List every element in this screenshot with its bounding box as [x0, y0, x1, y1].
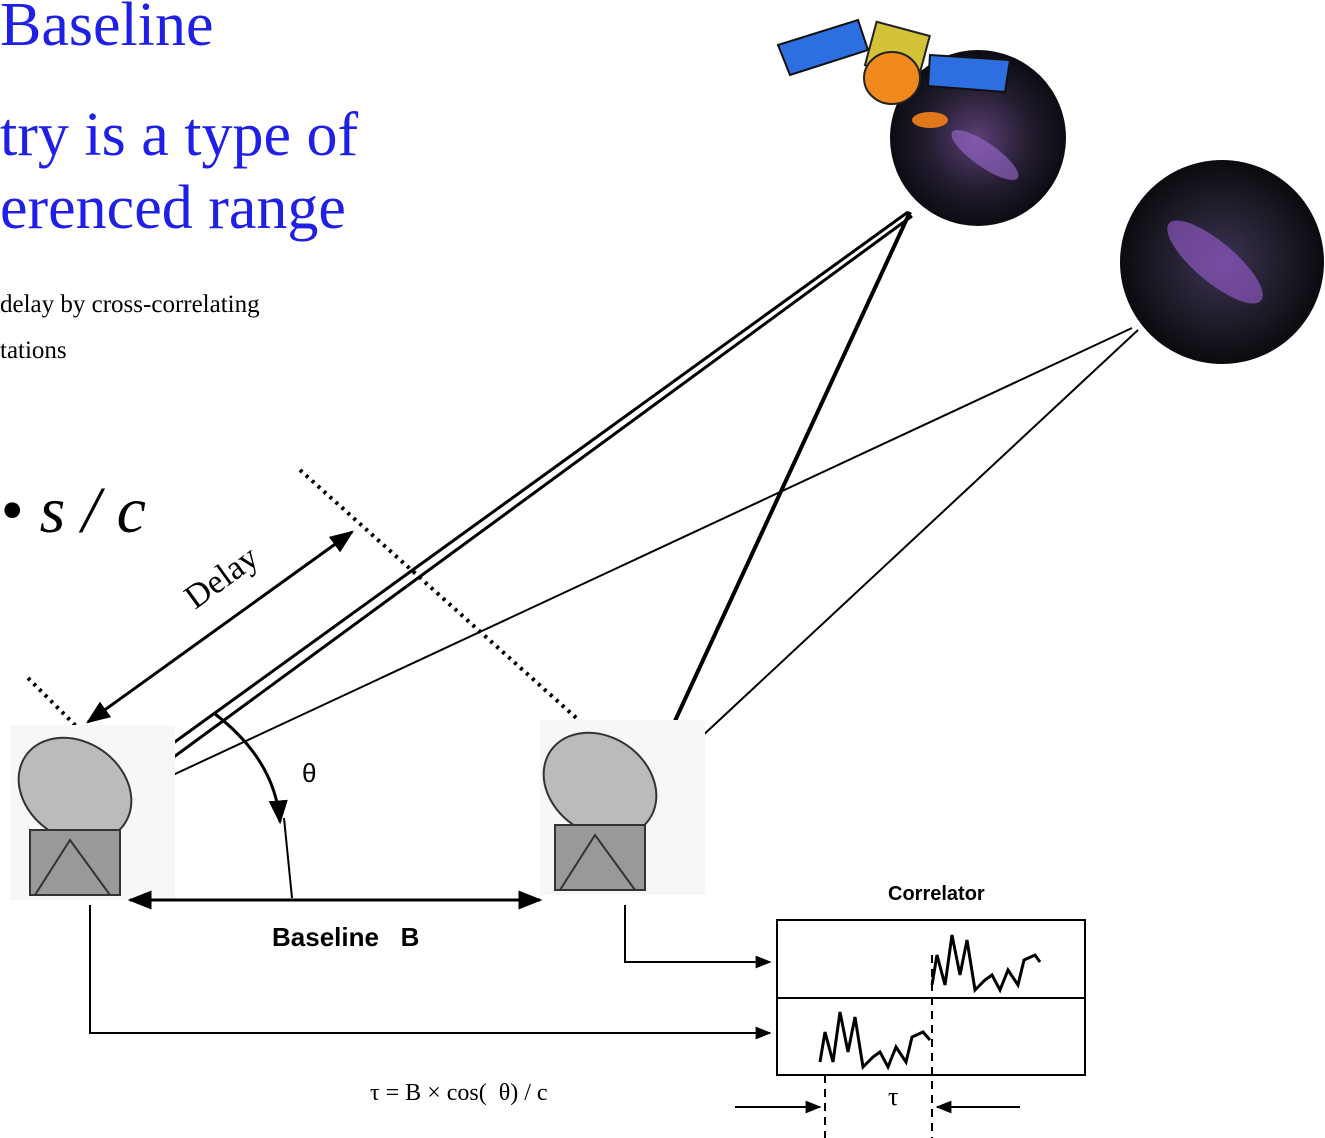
ray-lines — [118, 212, 1138, 795]
antenna — [523, 711, 705, 895]
title-line: erenced range — [0, 174, 346, 242]
angle-label: θ — [302, 758, 316, 788]
baseline-label: Baseline B — [272, 922, 419, 952]
title: Baseline try is a type of erenced range — [0, 0, 358, 242]
tau-label: τ — [888, 1082, 898, 1111]
angle-ref — [284, 818, 292, 898]
antenna — [0, 716, 175, 900]
correlator-label: Correlator — [888, 883, 985, 905]
title-line: Baseline — [0, 0, 214, 59]
wavefront — [300, 470, 612, 750]
body-line: delay by cross-correlating — [0, 291, 260, 318]
signal-path — [90, 905, 770, 1033]
waveform — [820, 1012, 930, 1067]
waveform — [932, 935, 1040, 990]
body-line: tations — [0, 337, 67, 364]
signal-path — [625, 905, 770, 962]
slide: Baseline try is a type of erenced range … — [0, 0, 1325, 1138]
equation: τ = B × cos( θ) / c — [370, 1080, 548, 1106]
title-line: try is a type of — [0, 101, 358, 169]
formula: • s / c — [0, 474, 146, 547]
